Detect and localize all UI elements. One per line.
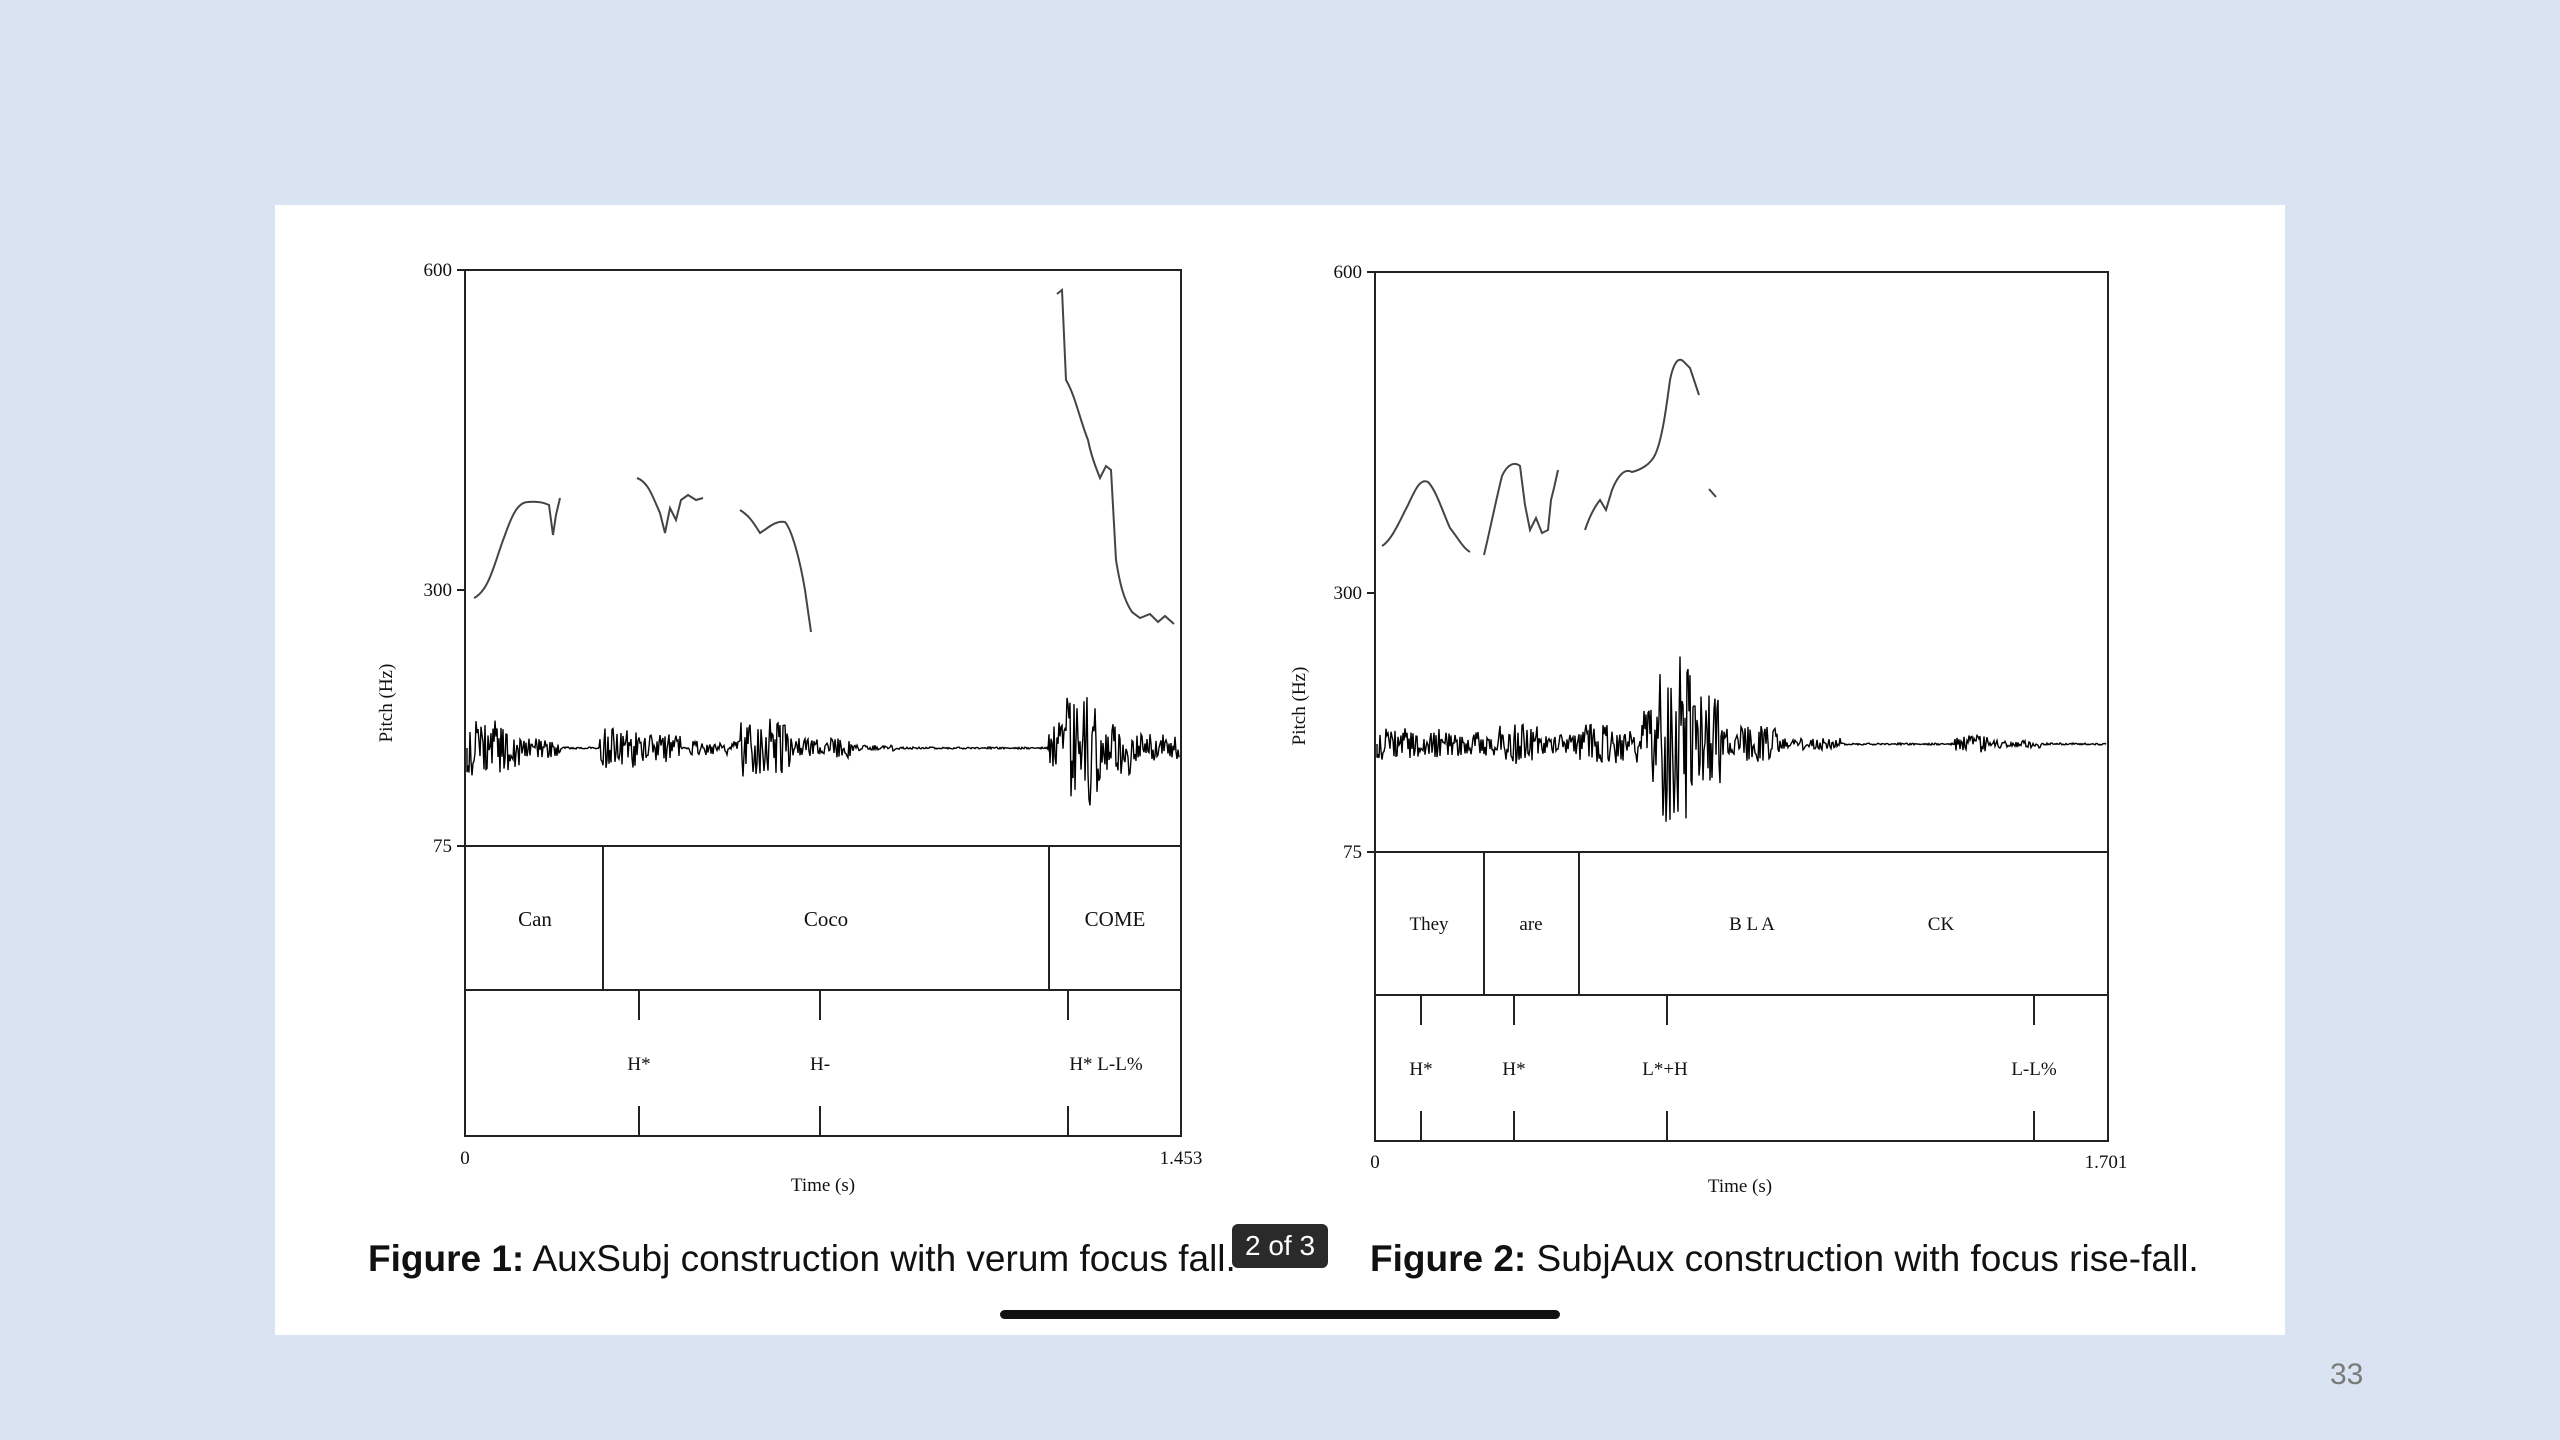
figure-1-tone-ticks (638, 990, 1069, 1136)
figure-2-caption-text: SubjAux construction with focus rise-fal… (1526, 1238, 2199, 1279)
horizontal-scrollbar[interactable] (1000, 1310, 1560, 1319)
figure-2-tone-ticks (1420, 995, 2035, 1141)
figure-2-pitch-frame (1374, 271, 2109, 853)
figure-2-caption: Figure 2: SubjAux construction with focu… (1370, 1238, 2199, 1280)
figure-1-pitch-contour (473, 287, 1175, 633)
figure-1-word-can: Can (518, 907, 552, 931)
figure-1-tone-h-minus: H- (810, 1054, 830, 1075)
figure-2-tone-l-l: L-L% (2011, 1059, 2057, 1080)
figure-2-word-they: They (1409, 914, 1449, 935)
slide-number: 33 (2330, 1358, 2364, 1391)
figure-1-word-come: COME (1085, 907, 1146, 931)
figure-2-x-end: 1.701 (2085, 1152, 2128, 1173)
figure-1-x-start: 0 (460, 1148, 470, 1169)
figure-1-y-axis-label: Pitch (Hz) (376, 664, 397, 743)
figure-2-tone-h-star-2: H* (1502, 1059, 1525, 1080)
figure-1-y-tick-600: 600 (424, 260, 453, 281)
figure-1-x-end: 1.453 (1160, 1148, 1203, 1169)
figure-2-word-are: are (1519, 914, 1542, 935)
figure-1-x-axis-label: Time (s) (791, 1175, 855, 1196)
figure-1-word-coco: Coco (804, 907, 848, 931)
figure-2-tone-tier (1374, 994, 2109, 1142)
slide-card (275, 205, 2285, 1335)
figure-2-word-ck: CK (1928, 914, 1955, 935)
figure-2-y-axis-label: Pitch (Hz) (1289, 667, 1310, 746)
figure-1-caption-text: AuxSubj construction with verum focus fa… (524, 1238, 1236, 1279)
figure-1-caption: Figure 1: AuxSubj construction with veru… (368, 1238, 1236, 1280)
figure-1-y-tick-75: 75 (433, 836, 452, 857)
figure-1-tone-h-star-l-l: H* L-L% (1069, 1054, 1143, 1075)
figure-2-y-tick-marks (1367, 271, 1375, 853)
figure-2-caption-label: Figure 2: (1370, 1238, 1527, 1279)
figure-1-waveform (466, 697, 1180, 806)
figure-2-x-start: 0 (1370, 1152, 1380, 1173)
figure-2-tone-l-star-h: L*+H (1642, 1059, 1688, 1080)
figure-1-caption-label: Figure 1: (368, 1238, 525, 1279)
figure-1-y-tick-marks (457, 269, 465, 847)
figure-1-tone-tier (464, 989, 1182, 1137)
figure-2-y-tick-300: 300 (1334, 583, 1363, 604)
figure-2-plot: 600 300 75 Pitch (Hz) They are B L A CK … (1289, 262, 2127, 1197)
figure-2-y-tick-600: 600 (1334, 262, 1363, 283)
figure-2-word-bla: B L A (1729, 914, 1775, 935)
figure-1-y-tick-300: 300 (424, 580, 453, 601)
figure-1-tone-h-star: H* (627, 1054, 650, 1075)
page-indicator-badge: 2 of 3 (1232, 1224, 1328, 1268)
figure-2-y-tick-75: 75 (1343, 842, 1362, 863)
figure-2-pitch-contour (1381, 358, 1717, 556)
figure-2-x-axis-label: Time (s) (1708, 1176, 1772, 1197)
figure-2-tone-h-star-1: H* (1409, 1059, 1432, 1080)
figure-2-waveform (1376, 656, 2107, 822)
figure-1-plot: 600 300 75 Pitch (Hz) Can Coco COME H* H… (376, 260, 1202, 1196)
